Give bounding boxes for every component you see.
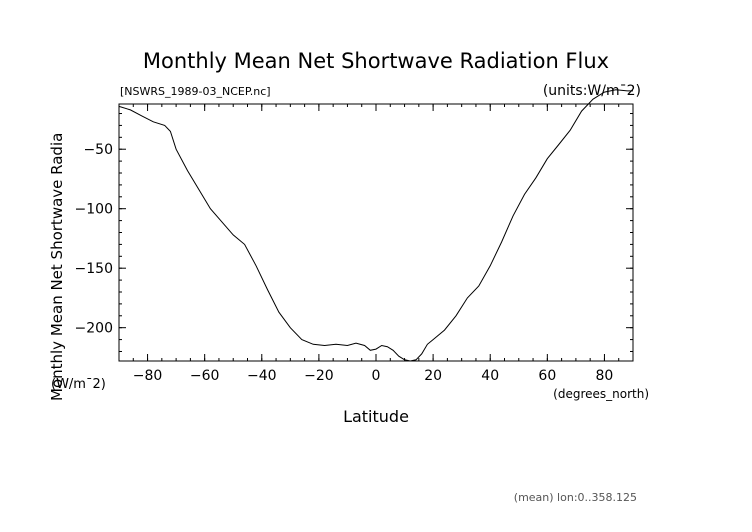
- x-axis-units: (degrees_north): [553, 387, 649, 401]
- file-label: [NSWRS_1989-03_NCEP.nc]: [120, 85, 271, 98]
- y-tick-label: −150: [75, 261, 113, 277]
- chart-title: Monthly Mean Net Shortwave Radiation Flu…: [143, 49, 609, 73]
- units-label: (units:W/m¯2): [543, 83, 641, 99]
- x-tick-label: −60: [190, 368, 220, 384]
- x-tick-label: 0: [372, 368, 381, 384]
- footer-note: (mean) lon:0..358.125: [514, 491, 637, 504]
- x-axis-label: Latitude: [343, 407, 409, 426]
- x-tick-label: −40: [247, 368, 277, 384]
- y-tick-label: −200: [75, 321, 113, 337]
- y-tick-label: −50: [83, 142, 113, 158]
- x-tick-label: 60: [538, 368, 556, 384]
- x-tick-label: 80: [596, 368, 614, 384]
- x-tick-label: −80: [133, 368, 163, 384]
- x-tick-label: 20: [424, 368, 442, 384]
- plot-frame: [118, 103, 634, 362]
- x-tick-label: 40: [481, 368, 499, 384]
- series-line: [118, 89, 633, 362]
- y-tick-label: −100: [75, 202, 113, 218]
- y-axis-label: Monthly Mean Net Shortwave Radia: [48, 133, 66, 401]
- y-axis-units: (W/m¯2): [51, 377, 106, 392]
- x-tick-label: −20: [304, 368, 334, 384]
